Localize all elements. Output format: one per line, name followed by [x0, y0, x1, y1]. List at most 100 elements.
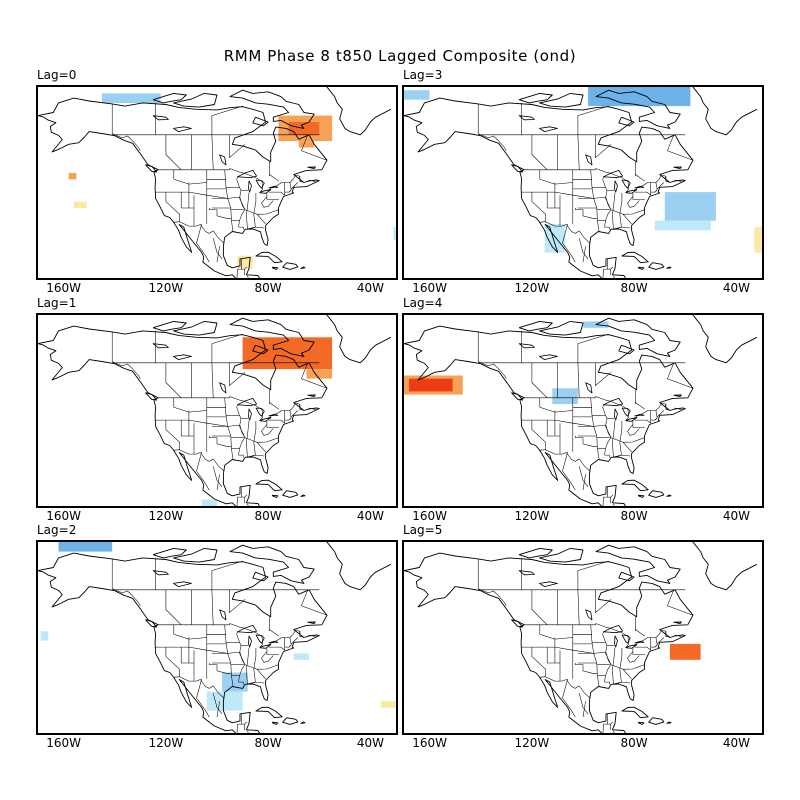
political-border [577, 589, 580, 625]
political-border [180, 420, 194, 437]
coastline [271, 494, 279, 498]
lake-outline [268, 413, 279, 417]
anomaly-shading-weak-negative [654, 220, 711, 231]
political-border [261, 196, 274, 208]
coastline [511, 619, 524, 628]
lake-outline [255, 634, 265, 644]
anomaly-shading-weak-positive [73, 201, 87, 208]
political-border [268, 637, 286, 651]
political-border [256, 442, 266, 453]
political-border [562, 451, 576, 491]
political-border [247, 454, 256, 458]
anomaly-shading-weak-negative [544, 223, 566, 253]
x-tick-label: 80W [254, 281, 282, 295]
political-border [299, 404, 304, 411]
political-border [231, 673, 234, 687]
political-border [236, 721, 248, 733]
political-border [211, 134, 214, 170]
coastline [404, 97, 694, 278]
coastline [637, 494, 645, 498]
political-border [523, 623, 667, 648]
coastline [271, 721, 279, 725]
political-border [546, 420, 560, 437]
political-border [246, 275, 260, 278]
political-border [246, 647, 250, 685]
political-border [248, 681, 265, 685]
political-border [595, 362, 612, 386]
political-border [111, 558, 141, 606]
lake-outline [255, 179, 265, 189]
political-border [654, 189, 658, 193]
political-border [575, 436, 598, 448]
x-tick-label: 80W [254, 509, 282, 523]
anomaly-shading-weak-negative [206, 691, 243, 711]
lake-outline [173, 126, 192, 132]
map-canvas [404, 542, 758, 733]
political-border [577, 134, 580, 170]
political-border [165, 134, 182, 170]
coastline [621, 251, 649, 264]
political-border [577, 560, 609, 590]
political-border [212, 466, 223, 488]
political-border [613, 226, 622, 230]
anomaly-shading-weak-negative [201, 499, 217, 506]
anomaly-shading-strong-negative [588, 87, 691, 107]
political-border [657, 182, 664, 190]
political-border [209, 663, 232, 675]
political-border [657, 410, 664, 418]
political-border [665, 176, 670, 183]
political-border [229, 134, 246, 158]
political-border [216, 474, 220, 491]
political-border [266, 647, 279, 655]
political-border [236, 177, 246, 228]
political-border [224, 624, 232, 674]
coastline [518, 92, 553, 104]
political-border [539, 634, 573, 640]
political-border [577, 333, 609, 363]
political-border [602, 177, 612, 228]
lake-outline [518, 115, 535, 121]
coastline [300, 266, 306, 269]
political-border [539, 449, 591, 472]
x-tick-label: 80W [620, 509, 648, 523]
x-tick-label: 40W [356, 509, 384, 523]
political-border [635, 629, 646, 637]
political-border [539, 407, 573, 413]
map-frame [402, 85, 764, 280]
coastline [145, 392, 158, 401]
political-border [165, 362, 182, 398]
political-border [288, 644, 292, 648]
political-border [165, 647, 180, 677]
political-border [562, 223, 576, 263]
political-border [667, 589, 694, 616]
coastline [618, 116, 635, 127]
political-border [209, 436, 232, 448]
lake-outline [621, 634, 631, 644]
x-tick-label: 80W [620, 281, 648, 295]
political-border [308, 634, 317, 638]
coastline [229, 544, 315, 584]
x-tick-label: 160W [46, 736, 81, 750]
political-border [288, 417, 292, 421]
x-tick-label: 80W [254, 736, 282, 750]
coastline [326, 542, 392, 591]
political-border [612, 275, 626, 278]
political-border [614, 454, 631, 458]
political-border [301, 134, 328, 161]
political-border [613, 681, 622, 685]
lake-outline [585, 154, 593, 166]
political-border [231, 446, 234, 460]
political-border [157, 168, 301, 193]
coastline [648, 262, 665, 270]
coastline [326, 87, 392, 136]
panel-label: Lag=2 [37, 523, 77, 537]
coastline [673, 166, 682, 169]
political-border [212, 693, 223, 715]
coastline [666, 721, 672, 724]
political-border [266, 420, 279, 428]
political-border [577, 105, 609, 135]
lake-outline [518, 570, 535, 576]
lake-outline [248, 180, 252, 193]
x-tick-label: 80W [620, 736, 648, 750]
political-border [546, 192, 560, 209]
